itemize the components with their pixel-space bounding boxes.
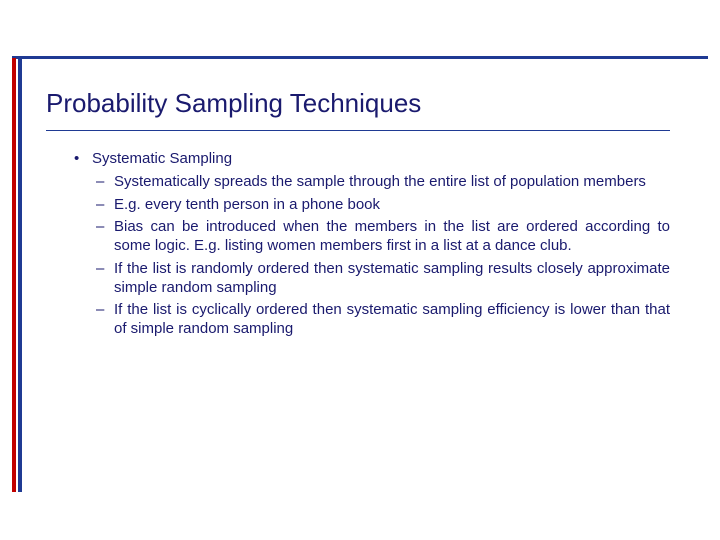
content-area: Systematic Sampling Systematically sprea…	[74, 150, 670, 343]
bullet-sub: Systematically spreads the sample throug…	[74, 173, 670, 192]
bullet-sub: If the list is randomly ordered then sys…	[74, 260, 670, 298]
title-underline	[46, 130, 670, 131]
left-border-red	[12, 58, 16, 492]
bullet-sub: Bias can be introduced when the members …	[74, 218, 670, 256]
bullet-sub: E.g. every tenth person in a phone book	[74, 196, 670, 215]
bullet-main: Systematic Sampling	[74, 150, 670, 169]
top-border	[12, 56, 708, 59]
slide-title: Probability Sampling Techniques	[46, 88, 421, 119]
bullet-sub: If the list is cyclically ordered then s…	[74, 301, 670, 339]
left-border-blue	[18, 58, 22, 492]
